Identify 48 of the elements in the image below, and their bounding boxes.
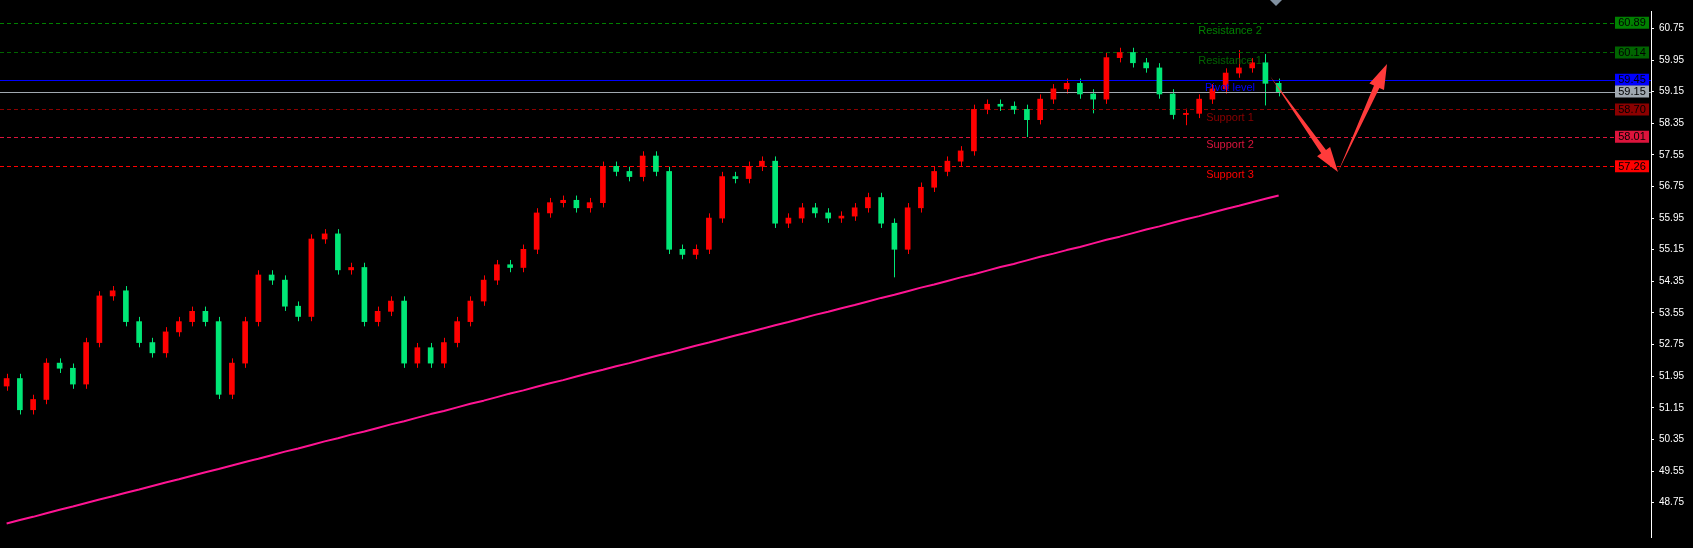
y-tick-label: 49.55: [1659, 464, 1685, 476]
candlestick: [189, 306, 195, 327]
y-tick-label: 59.15: [1659, 85, 1685, 97]
annotation: 60.89: [1618, 16, 1646, 29]
ref-line-label: Resistance 2: [1198, 24, 1262, 37]
y-tick-label: 60.75: [1659, 22, 1685, 34]
y-tick-label: 59.95: [1659, 53, 1685, 65]
candlestick: [1196, 93, 1202, 119]
y-tick-label: 48.75: [1659, 496, 1685, 508]
candlestick: [176, 316, 182, 338]
y-tick-label: 56.75: [1659, 180, 1685, 192]
candlestick: [1077, 78, 1083, 100]
candlestick: [1130, 47, 1136, 69]
candlestick: [1262, 53, 1269, 106]
y-tick-label: 57.55: [1659, 148, 1685, 160]
candlestick: [1037, 93, 1043, 125]
y-tick-label: 55.15: [1659, 243, 1685, 255]
candlestick: [1090, 88, 1096, 114]
candlestick: [918, 182, 924, 214]
annotation: 60.14: [1618, 46, 1646, 59]
candlestick: [70, 363, 76, 390]
y-tick-label: 50.35: [1659, 433, 1685, 445]
candlestick: [494, 259, 500, 286]
annotation: 59.45: [1618, 73, 1646, 86]
y-tick-label: 52.75: [1659, 338, 1685, 350]
y-tick-label: 51.15: [1659, 401, 1685, 413]
annotation: 57.26: [1618, 159, 1646, 172]
y-tick-label: 54.35: [1659, 275, 1685, 287]
y-tick-label: 58.35: [1659, 116, 1685, 128]
candlestick: [136, 316, 142, 348]
candlestick: [547, 197, 553, 219]
ref-line-label: Support 2: [1206, 138, 1254, 151]
candlestick: [865, 192, 871, 214]
candlestick: [388, 295, 394, 317]
candlestick: [454, 316, 460, 348]
ref-line-label: Support 3: [1206, 167, 1254, 180]
ref-line-label: Support 1: [1206, 110, 1254, 123]
candlestick: [441, 337, 447, 369]
annotation: 58.01: [1618, 130, 1646, 143]
candlestick: [653, 150, 659, 177]
y-tick-label: 53.55: [1659, 306, 1685, 318]
candlestick: [295, 300, 301, 322]
candlestick: [1024, 104, 1030, 138]
annotation: 58.70: [1618, 102, 1646, 115]
candlestick: [30, 394, 36, 415]
y-tick-label: 55.95: [1659, 211, 1685, 223]
annotation: 59.15: [1618, 85, 1646, 98]
y-tick-label: 51.95: [1659, 369, 1685, 381]
